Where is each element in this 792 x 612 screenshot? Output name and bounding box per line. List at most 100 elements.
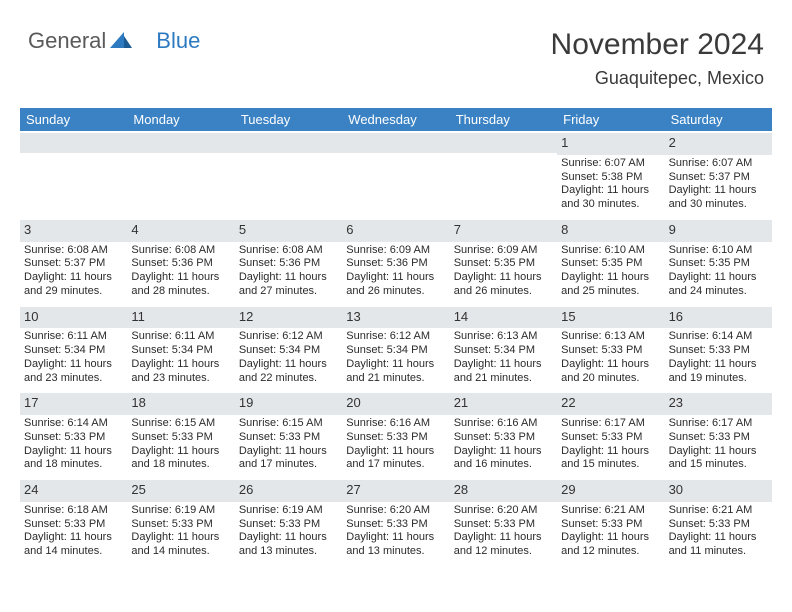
day-body: Sunrise: 6:11 AMSunset: 5:34 PMDaylight:…: [131, 330, 230, 385]
empty-day-band: [235, 133, 342, 153]
day-cell: 9 Sunrise: 6:10 AMSunset: 5:35 PMDaylight…: [665, 218, 772, 305]
sunset-text: Sunset: 5:37 PM: [669, 171, 768, 185]
day-number: 9: [669, 222, 676, 237]
day-cell: 6Sunrise: 6:09 AMSunset: 5:36 PMDaylight…: [342, 218, 449, 305]
daylight-text: Daylight: 11 hours and 14 minutes.: [131, 531, 230, 559]
day-number: 18: [131, 395, 145, 410]
daylight-text: Daylight: 11 hours and 18 minutes.: [24, 445, 123, 473]
day-number-band: 8: [557, 220, 664, 242]
day-body: Sunrise: 6:13 AMSunset: 5:33 PMDaylight:…: [561, 330, 660, 385]
day-number-band: 24: [20, 480, 127, 502]
day-cell: 27Sunrise: 6:20 AMSunset: 5:33 PMDayligh…: [342, 478, 449, 565]
day-cell: 10Sunrise: 6:11 AMSunset: 5:34 PMDayligh…: [20, 305, 127, 392]
day-header-cell: Monday: [127, 108, 234, 131]
day-number: 25: [131, 482, 145, 497]
day-number: 12: [239, 309, 253, 324]
day-body: Sunrise: 6:10 AMSunset: 5:35 PMDaylight:…: [669, 244, 768, 299]
sunrise-text: Sunrise: 6:12 AM: [239, 330, 338, 344]
day-body: Sunrise: 6:14 AMSunset: 5:33 PMDaylight:…: [669, 330, 768, 385]
day-body: Sunrise: 6:08 AMSunset: 5:36 PMDaylight:…: [239, 244, 338, 299]
day-number-band: 1: [557, 133, 664, 155]
sunrise-text: Sunrise: 6:08 AM: [131, 244, 230, 258]
daylight-text: Daylight: 11 hours and 21 minutes.: [454, 358, 553, 386]
day-cell: 20Sunrise: 6:16 AMSunset: 5:33 PMDayligh…: [342, 391, 449, 478]
day-header-cell: Sunday: [20, 108, 127, 131]
week-row: 17Sunrise: 6:14 AMSunset: 5:33 PMDayligh…: [20, 391, 772, 478]
header-right: November 2024 Guaquitepec, Mexico: [551, 28, 764, 89]
day-cell: 12Sunrise: 6:12 AMSunset: 5:34 PMDayligh…: [235, 305, 342, 392]
day-cell: 30Sunrise: 6:21 AMSunset: 5:33 PMDayligh…: [665, 478, 772, 565]
day-cell: [20, 131, 127, 218]
sunset-text: Sunset: 5:33 PM: [454, 518, 553, 532]
day-number-band: 27: [342, 480, 449, 502]
sunrise-text: Sunrise: 6:07 AM: [669, 157, 768, 171]
daylight-text: Daylight: 11 hours and 15 minutes.: [561, 445, 660, 473]
day-number-band: 7: [450, 220, 557, 242]
sunrise-text: Sunrise: 6:19 AM: [239, 504, 338, 518]
day-body: Sunrise: 6:17 AMSunset: 5:33 PMDaylight:…: [669, 417, 768, 472]
day-body: Sunrise: 6:14 AMSunset: 5:33 PMDaylight:…: [24, 417, 123, 472]
sunset-text: Sunset: 5:33 PM: [454, 431, 553, 445]
sunset-text: Sunset: 5:33 PM: [239, 431, 338, 445]
daylight-text: Daylight: 11 hours and 26 minutes.: [346, 271, 445, 299]
day-number: 16: [669, 309, 683, 324]
day-body: Sunrise: 6:09 AMSunset: 5:35 PMDaylight:…: [454, 244, 553, 299]
day-cell: 5 Sunrise: 6:08 AMSunset: 5:36 PMDaylight…: [235, 218, 342, 305]
sunset-text: Sunset: 5:33 PM: [561, 344, 660, 358]
week-row: 24Sunrise: 6:18 AMSunset: 5:33 PMDayligh…: [20, 478, 772, 565]
day-cell: 25Sunrise: 6:19 AMSunset: 5:33 PMDayligh…: [127, 478, 234, 565]
day-number: 1: [561, 135, 568, 150]
sunset-text: Sunset: 5:36 PM: [346, 257, 445, 271]
day-number-band: 4: [127, 220, 234, 242]
sunrise-text: Sunrise: 6:08 AM: [239, 244, 338, 258]
day-number: 30: [669, 482, 683, 497]
sunset-text: Sunset: 5:33 PM: [669, 431, 768, 445]
day-number: 4: [131, 222, 138, 237]
day-number-band: 18: [127, 393, 234, 415]
daylight-text: Daylight: 11 hours and 14 minutes.: [24, 531, 123, 559]
day-header-cell: Friday: [557, 108, 664, 131]
day-number-band: 17: [20, 393, 127, 415]
day-body: Sunrise: 6:07 AMSunset: 5:38 PMDaylight:…: [561, 157, 660, 212]
daylight-text: Daylight: 11 hours and 25 minutes.: [561, 271, 660, 299]
sunrise-text: Sunrise: 6:07 AM: [561, 157, 660, 171]
day-body: Sunrise: 6:17 AMSunset: 5:33 PMDaylight:…: [561, 417, 660, 472]
day-body: Sunrise: 6:08 AMSunset: 5:36 PMDaylight:…: [131, 244, 230, 299]
day-cell: 2 Sunrise: 6:07 AMSunset: 5:37 PMDaylight…: [665, 131, 772, 218]
sunset-text: Sunset: 5:34 PM: [131, 344, 230, 358]
daylight-text: Daylight: 11 hours and 30 minutes.: [669, 184, 768, 212]
day-number-band: 10: [20, 307, 127, 329]
sunrise-text: Sunrise: 6:20 AM: [454, 504, 553, 518]
day-body: Sunrise: 6:10 AMSunset: 5:35 PMDaylight:…: [561, 244, 660, 299]
sunrise-text: Sunrise: 6:16 AM: [454, 417, 553, 431]
calendar-body: 1 Sunrise: 6:07 AMSunset: 5:38 PMDaylight…: [20, 131, 772, 565]
day-number-band: 19: [235, 393, 342, 415]
empty-day-band: [450, 133, 557, 153]
sunset-text: Sunset: 5:33 PM: [346, 518, 445, 532]
sunset-text: Sunset: 5:34 PM: [24, 344, 123, 358]
day-cell: [127, 131, 234, 218]
day-number: 5: [239, 222, 246, 237]
day-body: Sunrise: 6:11 AMSunset: 5:34 PMDaylight:…: [24, 330, 123, 385]
sunset-text: Sunset: 5:33 PM: [561, 518, 660, 532]
day-cell: 7Sunrise: 6:09 AMSunset: 5:35 PMDaylight…: [450, 218, 557, 305]
sunset-text: Sunset: 5:33 PM: [24, 518, 123, 532]
sunrise-text: Sunrise: 6:17 AM: [669, 417, 768, 431]
day-number: 13: [346, 309, 360, 324]
day-number: 2: [669, 135, 676, 150]
day-number: 21: [454, 395, 468, 410]
day-cell: 15Sunrise: 6:13 AMSunset: 5:33 PMDayligh…: [557, 305, 664, 392]
day-number: 8: [561, 222, 568, 237]
day-cell: 11Sunrise: 6:11 AMSunset: 5:34 PMDayligh…: [127, 305, 234, 392]
daylight-text: Daylight: 11 hours and 15 minutes.: [669, 445, 768, 473]
day-body: Sunrise: 6:16 AMSunset: 5:33 PMDaylight:…: [346, 417, 445, 472]
daylight-text: Daylight: 11 hours and 23 minutes.: [131, 358, 230, 386]
sunrise-text: Sunrise: 6:10 AM: [669, 244, 768, 258]
day-body: Sunrise: 6:12 AMSunset: 5:34 PMDaylight:…: [346, 330, 445, 385]
location-label: Guaquitepec, Mexico: [551, 68, 764, 89]
daylight-text: Daylight: 11 hours and 23 minutes.: [24, 358, 123, 386]
sunset-text: Sunset: 5:33 PM: [24, 431, 123, 445]
day-cell: 16 Sunrise: 6:14 AMSunset: 5:33 PMDayligh…: [665, 305, 772, 392]
sunset-text: Sunset: 5:33 PM: [131, 518, 230, 532]
day-cell: 24Sunrise: 6:18 AMSunset: 5:33 PMDayligh…: [20, 478, 127, 565]
